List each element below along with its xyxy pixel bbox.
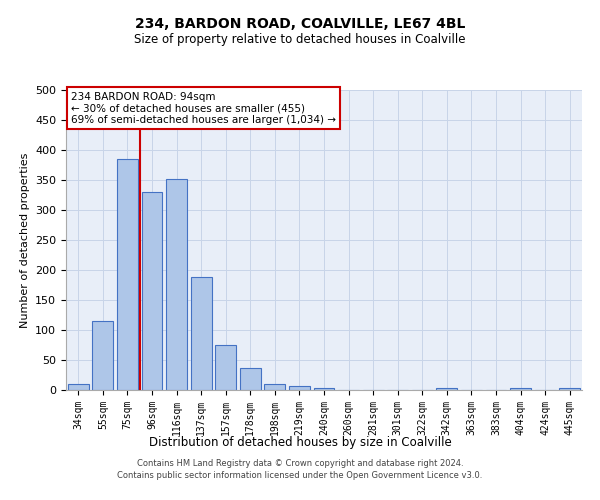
- Bar: [117, 159, 138, 390]
- Text: 234, BARDON ROAD, COALVILLE, LE67 4BL: 234, BARDON ROAD, COALVILLE, LE67 4BL: [135, 18, 465, 32]
- Bar: [289, 386, 310, 390]
- Bar: [166, 179, 187, 390]
- Bar: [436, 388, 457, 390]
- Text: Distribution of detached houses by size in Coalville: Distribution of detached houses by size …: [149, 436, 451, 449]
- Text: Contains HM Land Registry data © Crown copyright and database right 2024.
Contai: Contains HM Land Registry data © Crown c…: [118, 458, 482, 480]
- Text: 234 BARDON ROAD: 94sqm
← 30% of detached houses are smaller (455)
69% of semi-de: 234 BARDON ROAD: 94sqm ← 30% of detached…: [71, 92, 336, 124]
- Bar: [265, 384, 286, 390]
- Bar: [510, 388, 531, 390]
- Bar: [92, 321, 113, 390]
- Text: Size of property relative to detached houses in Coalville: Size of property relative to detached ho…: [134, 32, 466, 46]
- Bar: [215, 345, 236, 390]
- Y-axis label: Number of detached properties: Number of detached properties: [20, 152, 29, 328]
- Bar: [191, 277, 212, 390]
- Bar: [68, 384, 89, 390]
- Bar: [559, 388, 580, 390]
- Bar: [240, 368, 261, 390]
- Bar: [314, 388, 334, 390]
- Bar: [142, 192, 163, 390]
